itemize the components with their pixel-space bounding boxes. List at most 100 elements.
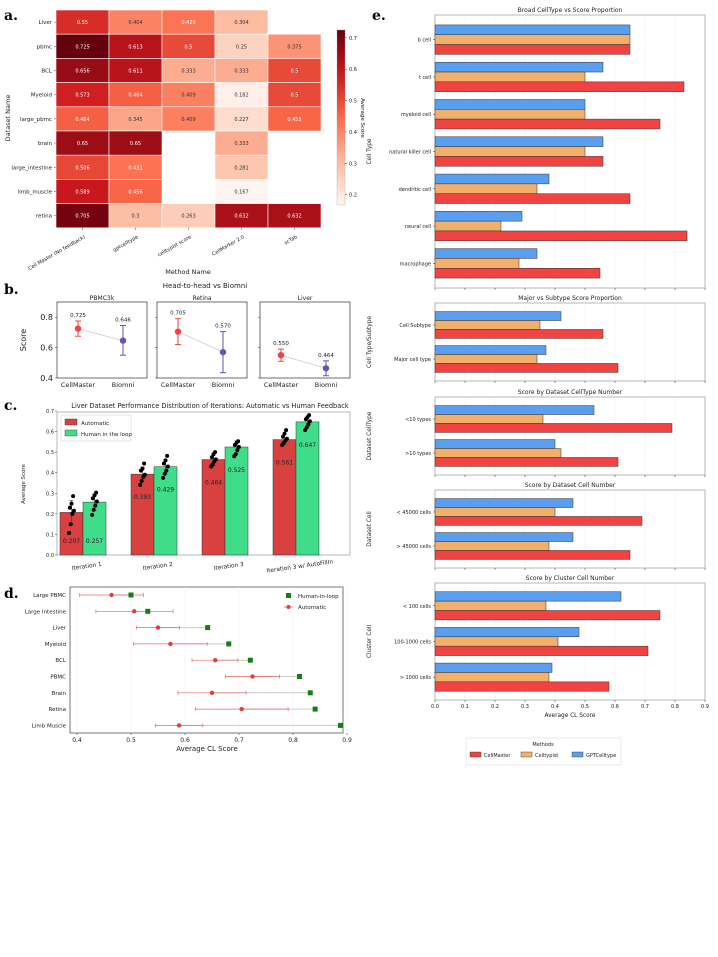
bar-celltypist [434,507,556,517]
x-tick-label: Biomni [112,381,135,389]
data-point [282,431,287,436]
data-point [90,496,95,501]
connector-line [177,331,224,353]
x-tick-label: 0.1 [461,704,469,710]
data-point [280,434,285,439]
heatmap-cell-value: 0.65 [77,141,88,147]
panel-label-b: b. [4,282,19,298]
plot-frame [69,586,344,734]
bar-cellmaster [434,118,661,130]
heatmap-cell [108,9,163,35]
data-point [140,466,145,471]
heatmap-cell [55,203,110,229]
y-tick-label: 0.4 [46,471,54,477]
panel-label-c: c. [4,398,17,414]
bar-cellmaster [434,44,631,55]
bar-celltypist [434,448,562,458]
row-label: Large Intestine [25,609,67,615]
y-tick-label: 0.7 [46,409,54,415]
heatmap-cell [214,154,269,180]
category-label: neural cell [405,224,431,230]
y-axis-label: Cluster Cell [367,624,373,658]
human-in-loop-point [128,592,134,598]
y-axis-label: Cell Type [367,138,373,164]
heatmap-column-label: gptcelltype [112,234,139,253]
legend-marker [286,605,291,609]
data-point [165,464,170,469]
y-tick-label: 0.3 [46,491,54,497]
y-tick-label: 0.5 [46,450,54,456]
x-tick-label: Biomni [212,381,235,389]
bar-value-label: 0.257 [86,538,103,545]
point-value-label: 0.705 [170,311,186,317]
legend-swatch [64,418,78,426]
data-point [161,475,166,480]
data-point [161,461,166,466]
heatmap-cell-value: 0.705 [75,214,89,220]
human-in-loop-point [338,722,344,728]
x-tick-label: Iteration 3 w/ AutoFillIn [266,559,334,574]
data-point [71,508,76,513]
bar-automatic [272,439,297,556]
bar-celltypist [434,183,538,194]
row-label: Retina [49,707,67,713]
heatmap-row-label: Myeloid [31,93,52,99]
heatmap-cell [267,106,322,132]
legend-swatch [571,751,584,758]
y-axis-label: Dataset CellType [367,411,373,460]
bar-cellmaster [434,193,631,204]
point-value-label: 0.570 [215,324,231,330]
y-tick-label: 0.0 [46,553,54,559]
legend-label: Human in the loop [81,432,132,438]
panel-label-a: a. [4,8,18,24]
heatmap-cell [55,58,110,83]
x-tick-label: 0.0 [431,704,439,710]
heatmap-cell-value: 0.589 [75,190,89,196]
heatmap-cell-value: 0.656 [75,69,89,75]
bar-celltypist [434,71,586,83]
y-tick-label: 0.6 [46,430,54,436]
heatmap-cell [55,106,110,132]
colorbar-tick-label: 0.3 [349,161,357,167]
bar-cellmaster [434,516,643,526]
subplot-title: Broad CellType vs Score Proportion [518,7,623,14]
bar-cellmaster [434,681,610,692]
colorbar-tick-label: 0.5 [349,99,357,105]
plot-frame [434,302,706,382]
automatic-point [168,641,173,647]
x-tick-label: 0.4 [72,737,82,744]
heatmap-cell-value: 0.611 [128,69,142,75]
heatmap-cell [267,58,322,83]
data-point [139,478,144,483]
data-point [94,490,99,495]
legend-title: Methods [532,742,554,748]
row-label: Liver [53,626,67,632]
heatmap-cell [108,33,163,59]
bar-cellmaster [434,230,688,242]
heatmap-cell-value: 0.333 [181,69,195,75]
heatmap-row-label: BCL [41,69,53,75]
data-point [67,530,72,535]
data-point [91,507,96,512]
heatmap-cell-value: 0.333 [234,69,248,75]
plot-frame [259,301,351,379]
heatmap-cell [214,9,269,35]
x-tick-label: Iteration 1 [72,562,103,572]
bar-gptcelltype [434,627,580,638]
legend-swatch [64,429,78,437]
category-label: t cell [419,75,431,81]
heatmap-cell-value: 0.632 [234,214,248,220]
category-label: Major cell type [394,357,431,363]
colorbar [336,29,346,206]
category-label: <10 types [405,417,431,423]
heatmap-cell-value: 0.281 [234,165,248,171]
x-tick-label: 0.9 [701,704,709,710]
data-point [164,468,169,473]
bar-celltypist [434,600,547,611]
x-tick-label: 0.8 [671,704,679,710]
heatmap-cell-value: 0.345 [128,117,142,123]
subplot-title: Score by Cluster Cell Number [526,575,615,582]
chart-title: Liver Dataset Performance Distribution o… [71,402,349,410]
x-tick-label: 0.8 [288,737,298,744]
human-in-loop-point [226,641,232,647]
